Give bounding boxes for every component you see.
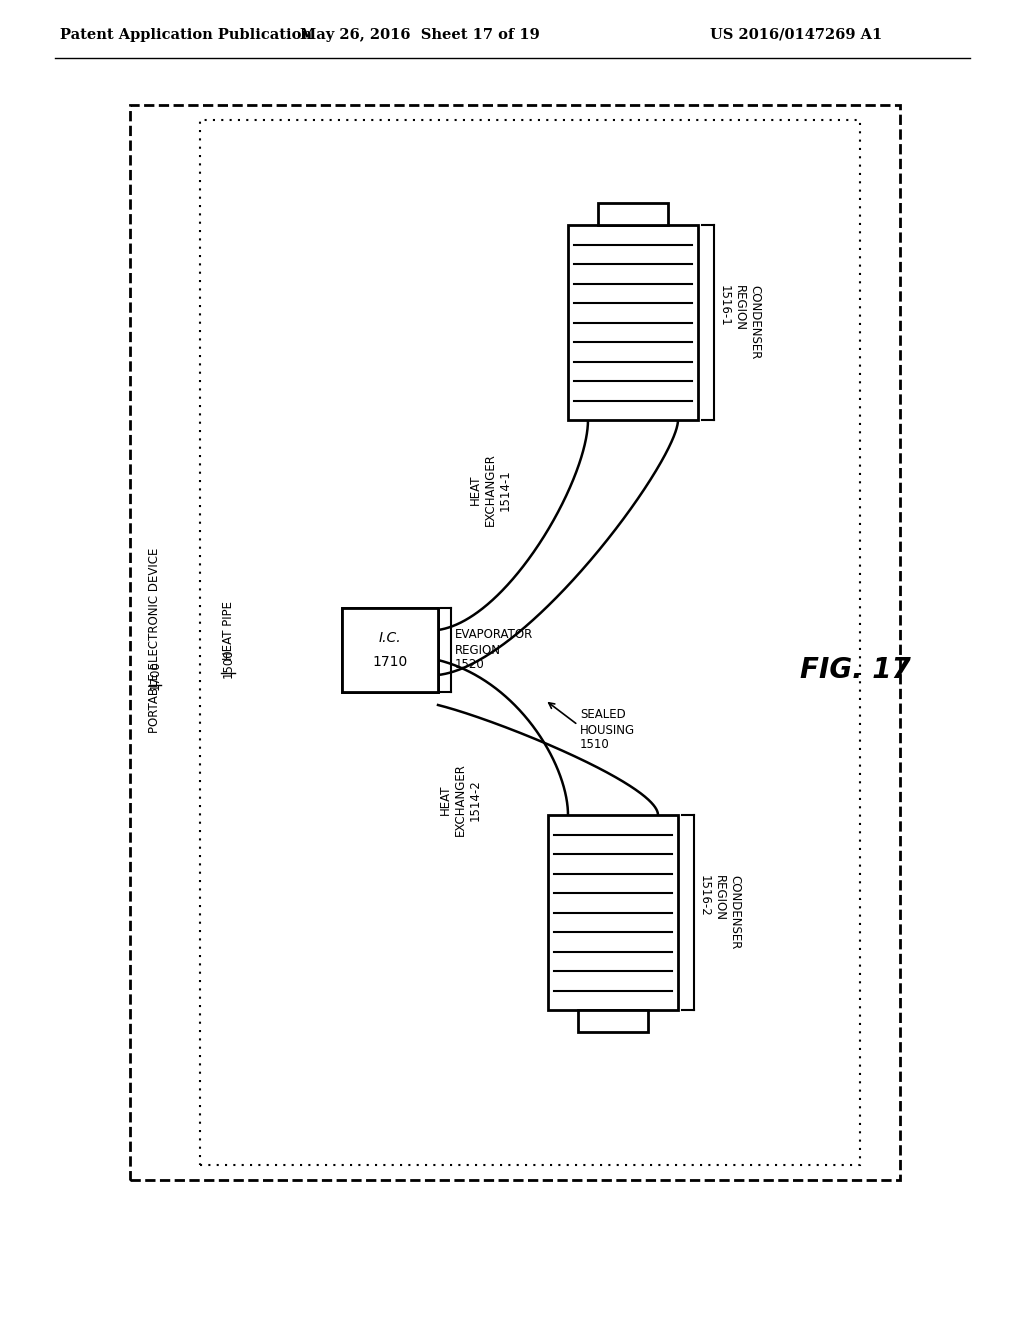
Text: HEAT PIPE: HEAT PIPE [221, 601, 234, 660]
Text: CONDENSER
REGION
1516-1: CONDENSER REGION 1516-1 [718, 285, 761, 359]
Bar [200, 120, 860, 1166]
Text: HEAT
EXCHANGER
1514-2: HEAT EXCHANGER 1514-2 [438, 763, 481, 837]
Bar [578, 1010, 648, 1032]
Text: HEAT
EXCHANGER
1514-1: HEAT EXCHANGER 1514-1 [469, 454, 512, 527]
Text: 1710: 1710 [373, 655, 408, 669]
Text: I.C.: I.C. [379, 631, 401, 645]
Text: CONDENSER
REGION
1516-2: CONDENSER REGION 1516-2 [698, 875, 741, 949]
Bar [342, 609, 438, 692]
Text: Patent Application Publication: Patent Application Publication [60, 28, 312, 42]
Text: FIG. 17: FIG. 17 [800, 656, 910, 684]
Bar [598, 203, 668, 224]
Bar [130, 106, 900, 1180]
Text: 1500: 1500 [221, 648, 234, 677]
Polygon shape [438, 660, 658, 814]
Text: SEALED
HOUSING
1510: SEALED HOUSING 1510 [580, 709, 635, 751]
Text: I.C.: I.C. [379, 631, 401, 645]
Text: PORTABLE ELECTRONIC DEVICE: PORTABLE ELECTRONIC DEVICE [148, 548, 162, 733]
Bar [342, 609, 438, 692]
Text: May 26, 2016  Sheet 17 of 19: May 26, 2016 Sheet 17 of 19 [300, 28, 540, 42]
Text: 1710: 1710 [373, 655, 408, 669]
Polygon shape [438, 420, 678, 675]
Text: EVAPORATOR
REGION
1520: EVAPORATOR REGION 1520 [455, 628, 534, 672]
Bar [568, 224, 698, 420]
Text: 1700: 1700 [148, 660, 162, 690]
Bar [548, 814, 678, 1010]
Text: US 2016/0147269 A1: US 2016/0147269 A1 [710, 28, 883, 42]
